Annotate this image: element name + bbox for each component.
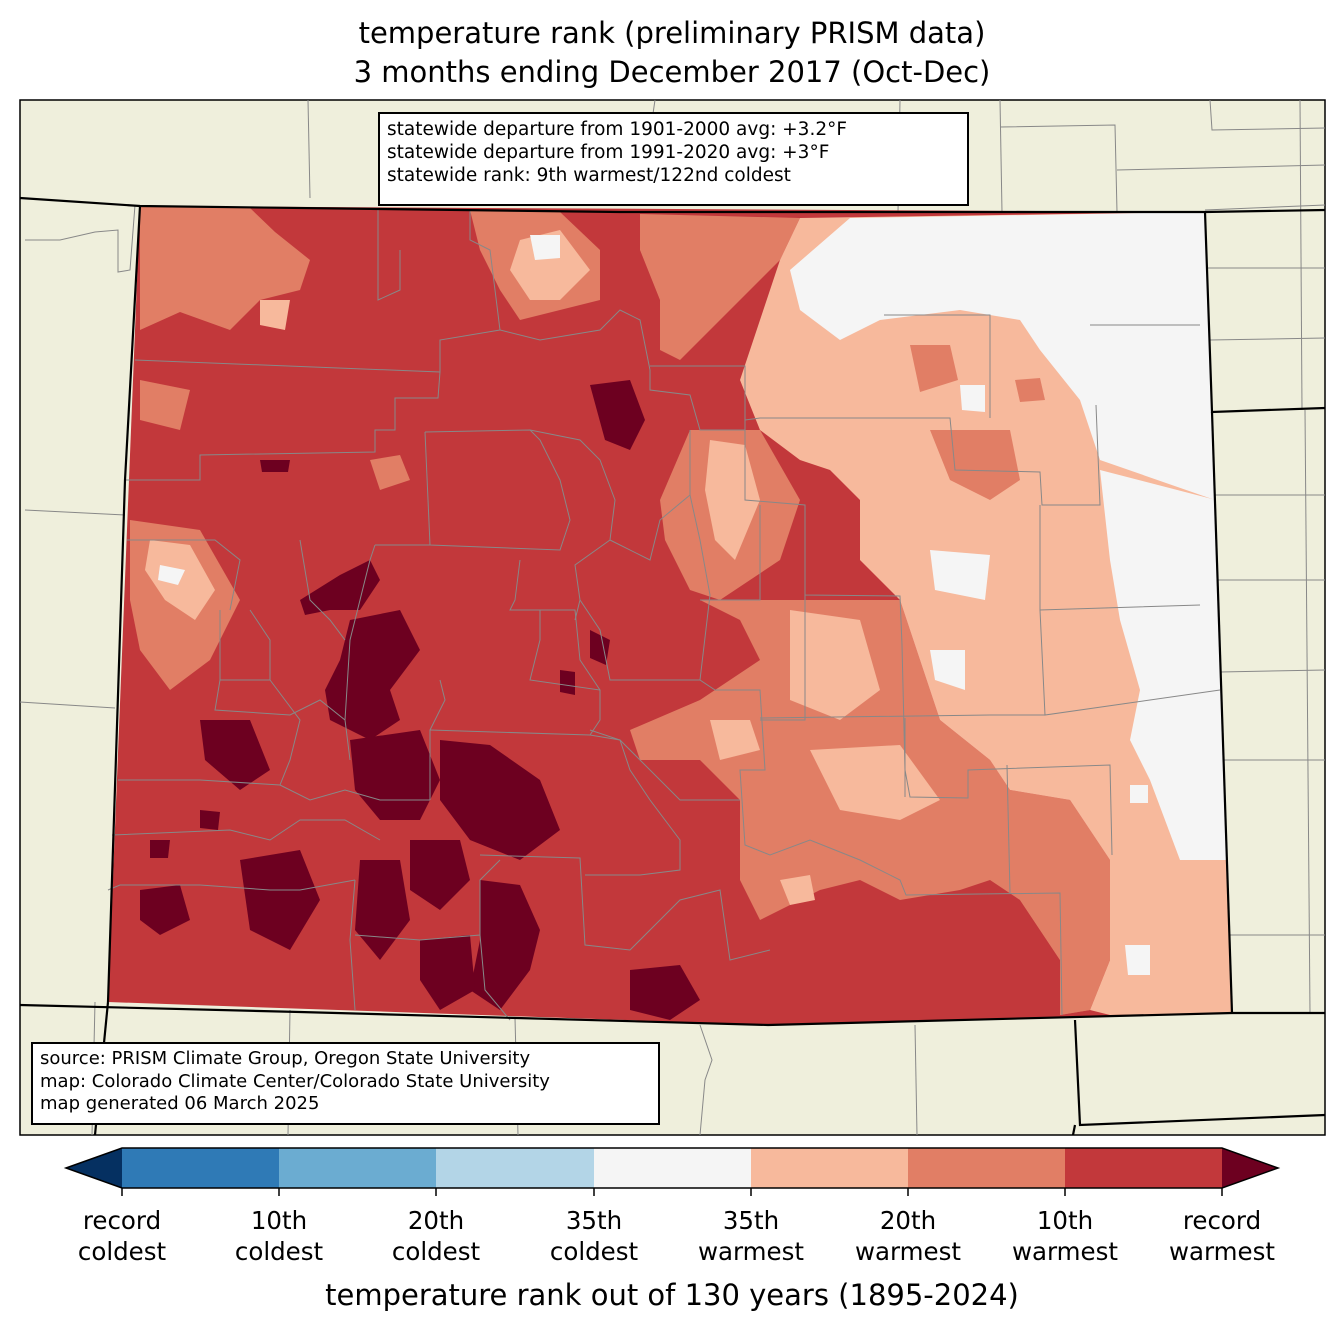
- colorbar-segment-coldest-35: [436, 1148, 594, 1188]
- state-boundary-lines: [19, 196, 1326, 1136]
- colorbar-tick-label-20th-warmest: 20th warmest: [833, 1205, 983, 1267]
- colorbar-axis-label: temperature rank out of 130 years (1895-…: [325, 1278, 1019, 1312]
- colorbar-segment-warmest-10: [1065, 1148, 1222, 1188]
- colorbar-tick-label-35th-warmest: 35th warmest: [676, 1205, 826, 1267]
- colorbar-segment-warmest-20: [908, 1148, 1065, 1188]
- source-credit-prism: source: PRISM Climate Group, Oregon Stat…: [40, 1048, 531, 1069]
- tick-label-line: coldest: [77, 1237, 167, 1266]
- map-title-line-2: 3 months ending December 2017 (Oct-Dec): [353, 55, 991, 89]
- field-near-normal-regions: [158, 212, 1228, 975]
- source-credit-map: map: Colorado Climate Center/Colorado St…: [40, 1070, 550, 1092]
- tick-label-line: 20th: [879, 1206, 937, 1235]
- colorbar-tick-label-35th-coldest: 35th coldest: [519, 1205, 669, 1267]
- tick-label-line: warmest: [697, 1237, 804, 1266]
- colorbar-tick-label-20th-coldest: 20th coldest: [361, 1205, 511, 1267]
- stats-departure-1901-2000: statewide departure from 1901-2000 avg: …: [387, 119, 847, 140]
- tick-label-line: coldest: [549, 1237, 639, 1266]
- colorbar-tick-label-10th-warmest: 10th warmest: [990, 1205, 1140, 1267]
- field-record-warmest-regions: [140, 380, 700, 1020]
- colorbar-segment-near-normal: [594, 1148, 751, 1188]
- colorbar-segment-coldest-20: [279, 1148, 436, 1188]
- colorbar-ticks: [121, 1188, 1223, 1196]
- colorbar-arrow-record-coldest: [66, 1148, 122, 1188]
- source-credits-box: source: PRISM Climate Group, Oregon Stat…: [31, 1042, 660, 1125]
- tick-label-line: record: [82, 1206, 162, 1235]
- tick-label-line: 35th: [722, 1206, 780, 1235]
- stats-statewide-rank: statewide rank: 9th warmest/122nd coldes…: [387, 165, 791, 186]
- colorado-county-lines: [107, 210, 1221, 1021]
- tick-label-line: 10th: [1036, 1206, 1094, 1235]
- tick-label-line: warmest: [854, 1237, 961, 1266]
- colorbar-tick-label-10th-coldest: 10th coldest: [204, 1205, 354, 1267]
- tick-label-line: 35th: [565, 1206, 623, 1235]
- source-credit-generated-date: map generated 06 March 2025: [40, 1093, 320, 1114]
- colorbar-tick-label-record-coldest: record coldest: [47, 1205, 197, 1267]
- neighbor-county-lines: [19, 99, 1326, 1136]
- colorbar: [63, 1147, 1281, 1196]
- tick-label-line: coldest: [234, 1237, 324, 1266]
- statewide-stats-box: statewide departure from 1901-2000 avg: …: [378, 112, 969, 206]
- map-title-line-1: temperature rank (preliminary PRISM data…: [358, 16, 986, 50]
- tick-label-line: coldest: [391, 1237, 481, 1266]
- colorbar-tick-label-record-warmest: record warmest: [1147, 1205, 1297, 1267]
- colorbar-segment-coldest-10: [122, 1148, 279, 1188]
- tick-label-line: 20th: [407, 1206, 465, 1235]
- colorbar-segment-warmest-35: [751, 1148, 908, 1188]
- tick-label-line: warmest: [1011, 1237, 1118, 1266]
- tick-label-line: warmest: [1168, 1237, 1275, 1266]
- tick-label-line: 10th: [250, 1206, 308, 1235]
- stats-departure-1991-2020: statewide departure from 1991-2020 avg: …: [387, 142, 830, 163]
- tick-label-line: record: [1182, 1206, 1262, 1235]
- colorbar-arrow-record-warmest: [1222, 1148, 1278, 1188]
- temperature-rank-field: [108, 206, 1232, 1025]
